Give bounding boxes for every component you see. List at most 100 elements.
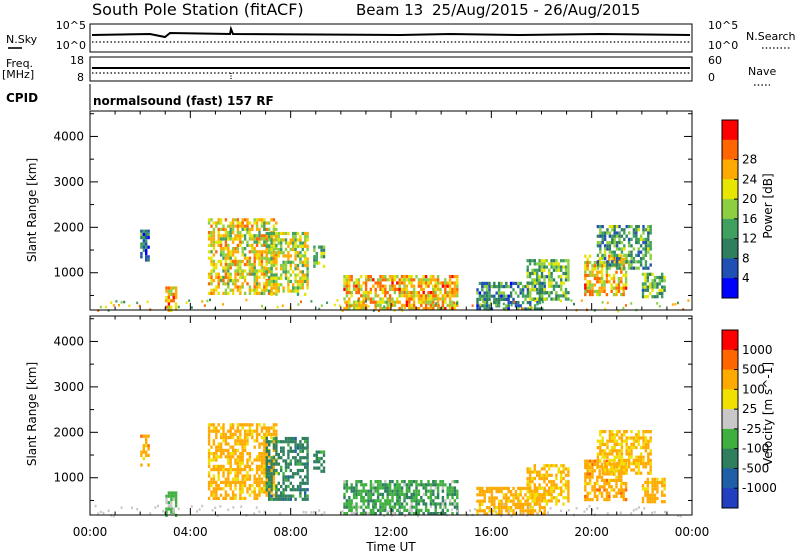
- echo-cell-3: [287, 494, 290, 498]
- echo-cell-7: [536, 281, 539, 285]
- echo-cell-6: [514, 502, 518, 506]
- echo-cell-8: [605, 488, 609, 492]
- echo-cell-2: [239, 442, 242, 446]
- echo-cell-5: [384, 489, 387, 493]
- echo-cell-3: [272, 238, 276, 242]
- echo-cell-5: [393, 502, 397, 506]
- echo-cell-5: [408, 297, 411, 301]
- echo-cell-10: [649, 480, 652, 485]
- echo-cell-8: [593, 459, 597, 463]
- echo-cell-3: [282, 446, 285, 450]
- echo-cell-5: [412, 297, 416, 301]
- echo-cell-5: [367, 294, 370, 298]
- echo-cell-5: [350, 489, 353, 493]
- cpid-text: normalsound (fast) 157 RF: [93, 94, 274, 108]
- echo-cell-7: [555, 473, 558, 477]
- echo-cell-5: [436, 492, 440, 496]
- echo-cell-5: [391, 278, 394, 282]
- echo-cell-5: [444, 502, 447, 506]
- echo-cell-8: [620, 485, 623, 489]
- echo-cell-2: [255, 426, 259, 430]
- echo-cell-7: [536, 278, 539, 282]
- echo-cell-5: [362, 300, 365, 304]
- echo-cell-2: [215, 266, 218, 270]
- echo-cell-2: [212, 480, 216, 484]
- echo-cell-6: [493, 294, 496, 298]
- echo-cell-8: [605, 469, 609, 473]
- echo-cell-5: [376, 278, 380, 282]
- echo-cell-6: [476, 291, 479, 295]
- ground-scatter-cell: [281, 304, 284, 307]
- echo-cell-9: [611, 241, 614, 245]
- ground-scatter-cell: [432, 298, 435, 302]
- echo-cell-5: [343, 483, 346, 487]
- echo-cell-8: [617, 277, 621, 281]
- echo-cell-5: [429, 300, 433, 304]
- echo-cell-2: [210, 250, 213, 254]
- echo-cell-5: [345, 294, 349, 298]
- ground-scatter-cell: [383, 305, 386, 308]
- echo-cell-2: [224, 432, 228, 436]
- echo-cell-2: [212, 442, 216, 446]
- echo-cell-7: [533, 259, 536, 263]
- echo-cell-9: [608, 241, 612, 245]
- echo-cell-8: [617, 280, 621, 284]
- echo-cell-3: [294, 235, 297, 239]
- echo-cell-5: [362, 496, 365, 500]
- echo-cell-5: [345, 300, 349, 304]
- echo-cell-5: [451, 496, 454, 500]
- ground-scatter-cell: [190, 505, 193, 508]
- echo-cell-7: [533, 486, 536, 490]
- echo-cell-7: [538, 483, 541, 487]
- echo-cell-2: [234, 448, 237, 452]
- echo-cell-3: [299, 468, 302, 473]
- echo-cell-9: [603, 244, 607, 248]
- echo-cell-3: [275, 257, 278, 261]
- echo-cell-6: [483, 490, 486, 494]
- echo-cell-2: [265, 288, 268, 292]
- echo-cell-5: [369, 291, 373, 295]
- echo-cell-6: [485, 512, 489, 516]
- echo-cell-10: [641, 291, 645, 296]
- echo-cell-3: [284, 254, 288, 258]
- echo-cell-1: [167, 302, 171, 306]
- echo-cell-7: [560, 259, 563, 263]
- echo-cell-8: [584, 466, 587, 470]
- echo-cell-6: [497, 281, 501, 285]
- echo-cell-2: [231, 250, 235, 254]
- echo-cell-5: [410, 492, 413, 496]
- echo-cell-5: [369, 275, 373, 279]
- echo-cell-7: [557, 470, 560, 474]
- echo-cell-7: [557, 275, 560, 279]
- ground-scatter-cell: [255, 506, 258, 509]
- echo-cell-5: [384, 499, 387, 503]
- echo-cell-5: [417, 502, 421, 506]
- echo-cell-2: [272, 458, 276, 462]
- echo-cell-8: [584, 462, 587, 466]
- echo-cell-10: [658, 279, 661, 283]
- echo-cell-2: [210, 259, 213, 263]
- echo-cell-2: [275, 247, 278, 251]
- echo-cell-9: [639, 452, 643, 456]
- echo-cell-3: [280, 251, 283, 255]
- echo-cell-6: [509, 285, 513, 289]
- echo-cell-2: [263, 237, 266, 241]
- echo-cell-2: [219, 234, 223, 238]
- ground-scatter-cell: [398, 508, 401, 512]
- echo-cell-2: [258, 445, 261, 449]
- echo-cell-2: [231, 496, 235, 500]
- echo-cell-5: [429, 486, 433, 490]
- echo-cell-5: [427, 489, 430, 493]
- echo-cell-7: [536, 271, 539, 276]
- echo-cell-7: [533, 262, 536, 266]
- echo-cell-5: [451, 480, 454, 484]
- echo-cell-2: [248, 272, 252, 276]
- echo-cell-5: [396, 483, 399, 487]
- ground-scatter-cell: [495, 303, 497, 307]
- echo-cell-5: [388, 505, 392, 509]
- echo-cell-8: [586, 475, 589, 479]
- ground-scatter-cell: [456, 302, 458, 305]
- echo-cell-2: [260, 461, 264, 465]
- echo-cell-2: [248, 426, 252, 430]
- echo-cell-5: [367, 502, 370, 506]
